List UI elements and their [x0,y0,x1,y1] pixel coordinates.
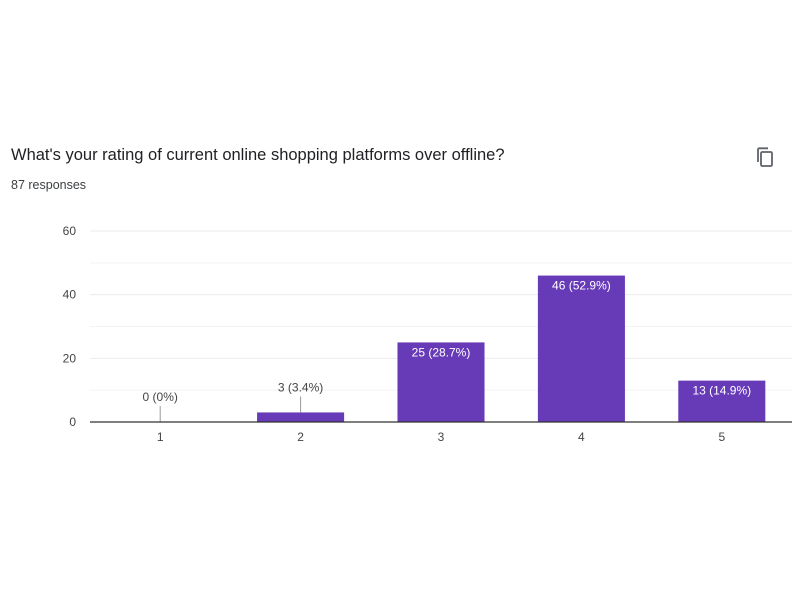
response-count: 87 responses [11,178,87,192]
bar [678,380,766,422]
x-tick-label: 1 [157,430,164,444]
bar-value-label: 13 (14.9%) [692,384,751,398]
copy-chart-button[interactable] [750,144,780,174]
x-tick-label: 2 [297,430,304,444]
bar-value-label: 3 (3.4%) [278,380,323,394]
x-tick-label: 4 [578,430,585,444]
copy-icon [753,145,777,174]
bar [257,412,345,422]
y-tick-label: 0 [69,415,76,429]
bar [397,342,485,422]
bar-value-label: 25 (28.7%) [412,345,471,359]
y-tick-label: 40 [63,288,77,302]
bar-value-label: 46 (52.9%) [552,279,611,293]
y-tick-label: 20 [63,351,77,365]
question-title: What's your rating of current online sho… [11,146,505,164]
bar [537,275,625,422]
bar-value-label: 0 (0%) [143,390,178,404]
y-tick-label: 60 [63,224,77,238]
x-tick-label: 3 [438,430,445,444]
x-tick-label: 5 [718,430,725,444]
